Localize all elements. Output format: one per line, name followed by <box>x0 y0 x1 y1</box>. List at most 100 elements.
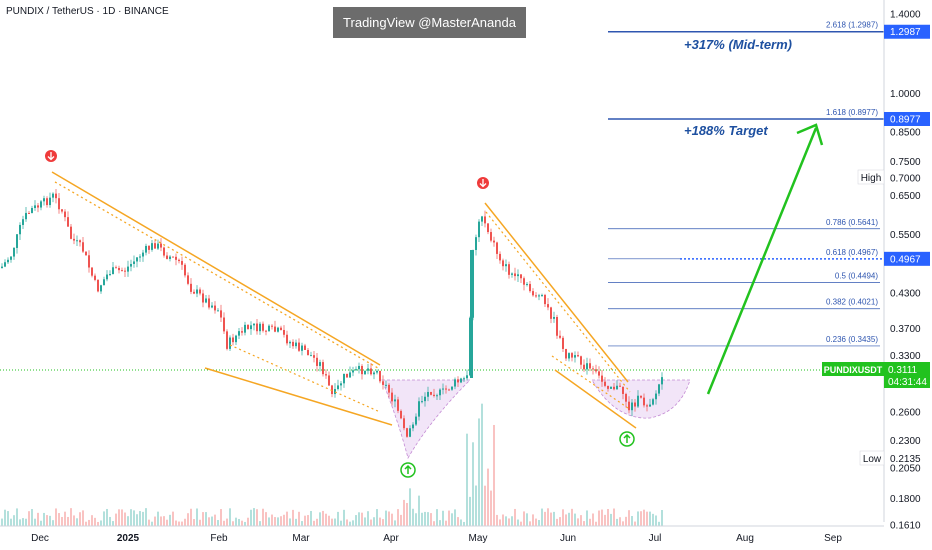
candle-body <box>313 355 315 358</box>
volume-bar <box>166 519 168 526</box>
candle-body <box>97 279 99 292</box>
volume-bar <box>463 521 465 526</box>
volume-bar <box>223 520 225 526</box>
volume-bar <box>577 518 579 526</box>
candle-body <box>259 323 261 332</box>
volume-bar <box>535 518 537 526</box>
trendline-mid-1b <box>229 344 381 413</box>
volume-bar <box>109 516 111 526</box>
candle-body <box>7 259 9 263</box>
volume-bar <box>226 518 228 526</box>
candle-body <box>478 221 480 238</box>
candle-body <box>214 305 216 311</box>
candle-body <box>568 353 570 359</box>
volume-bar <box>13 515 15 526</box>
price-tick-label: 0.2300 <box>890 436 921 447</box>
candle-body <box>49 197 51 206</box>
volume-bar <box>37 512 39 526</box>
volume-bar <box>334 518 336 526</box>
volume-bar <box>418 495 420 526</box>
volume-bar <box>424 511 426 526</box>
candle-body <box>385 384 387 386</box>
candle-body <box>457 379 459 383</box>
candle-body <box>232 337 234 343</box>
candle-body <box>541 294 543 296</box>
candle-body <box>628 401 630 411</box>
candle-body <box>265 330 267 332</box>
candle-body <box>4 262 6 267</box>
volume-bar <box>55 508 57 526</box>
price-tick-label: 0.5500 <box>890 230 921 241</box>
candle-body <box>592 368 594 370</box>
volume-bar <box>406 502 408 526</box>
volume-bar <box>172 511 174 526</box>
volume-bar <box>136 514 138 526</box>
volume-bar <box>409 488 411 526</box>
volume-bar <box>157 511 159 526</box>
candle-body <box>343 373 345 384</box>
candle-body <box>637 395 639 407</box>
volume-bar <box>214 514 216 526</box>
time-axis: Dec 2025 Feb Mar Apr May Jun Jul Aug Sep <box>31 533 842 544</box>
volume-bar <box>514 508 516 526</box>
candle-body <box>100 285 102 292</box>
volume-bar <box>232 521 234 526</box>
fib-level-label: 0.382 (0.4021) <box>826 298 878 307</box>
candle-body <box>283 329 285 335</box>
candle-body <box>106 274 108 280</box>
volume-bar <box>313 520 315 526</box>
volume-bar <box>145 508 147 526</box>
volume-bar <box>616 518 618 526</box>
candle-body <box>46 198 48 206</box>
candle-body <box>364 370 366 375</box>
volume-bar <box>508 518 510 526</box>
candle-body <box>607 385 609 389</box>
candle-body <box>619 385 621 387</box>
volume-bar <box>85 521 87 526</box>
candle-body <box>61 209 63 212</box>
volume-bar <box>340 520 342 526</box>
volume-bar <box>364 517 366 526</box>
callout-target: +188% Target <box>684 123 768 138</box>
candle-body <box>52 193 54 198</box>
candle-body <box>529 283 531 292</box>
volume-bar <box>598 510 600 526</box>
volume-bar <box>7 511 9 526</box>
price-axis: 1.4000 1.2987 1.0000 0.8977 0.8500 0.7500 0.70… <box>884 10 930 532</box>
candle-body <box>55 193 57 199</box>
candle-body <box>226 331 228 349</box>
volume-bar <box>196 508 198 526</box>
candle-body <box>136 257 138 262</box>
volume-bar <box>430 513 432 526</box>
volume-bar <box>550 512 552 526</box>
candle-body <box>58 198 60 210</box>
volume-bar <box>394 520 396 526</box>
volume-bar <box>583 521 585 526</box>
volume-bar <box>544 511 546 526</box>
candle-body <box>43 198 45 202</box>
volume-bar <box>586 510 588 526</box>
volume-bar <box>589 518 591 526</box>
volume-bar <box>337 511 339 526</box>
candle-body <box>433 394 435 396</box>
candle-body <box>373 372 375 375</box>
candle-body <box>328 375 330 386</box>
candle-body <box>319 362 321 366</box>
volume-bar <box>400 514 402 526</box>
volume-bar <box>478 418 480 526</box>
candle-body <box>625 393 627 402</box>
volume-bar <box>475 485 477 526</box>
candle-body <box>31 208 33 213</box>
candle-body <box>403 418 405 429</box>
volume-bar <box>1 518 3 526</box>
volume-bar <box>439 520 441 526</box>
volume-bar <box>574 513 576 526</box>
candle-body <box>82 242 84 252</box>
volume-bar <box>376 509 378 526</box>
volume-bar <box>142 511 144 526</box>
candle-body <box>388 384 390 393</box>
svg-text:PUNDIXUSDT: PUNDIXUSDT <box>824 365 883 375</box>
volume-bar <box>634 521 636 526</box>
volume-bar <box>562 509 564 526</box>
volume-bar <box>139 511 141 526</box>
